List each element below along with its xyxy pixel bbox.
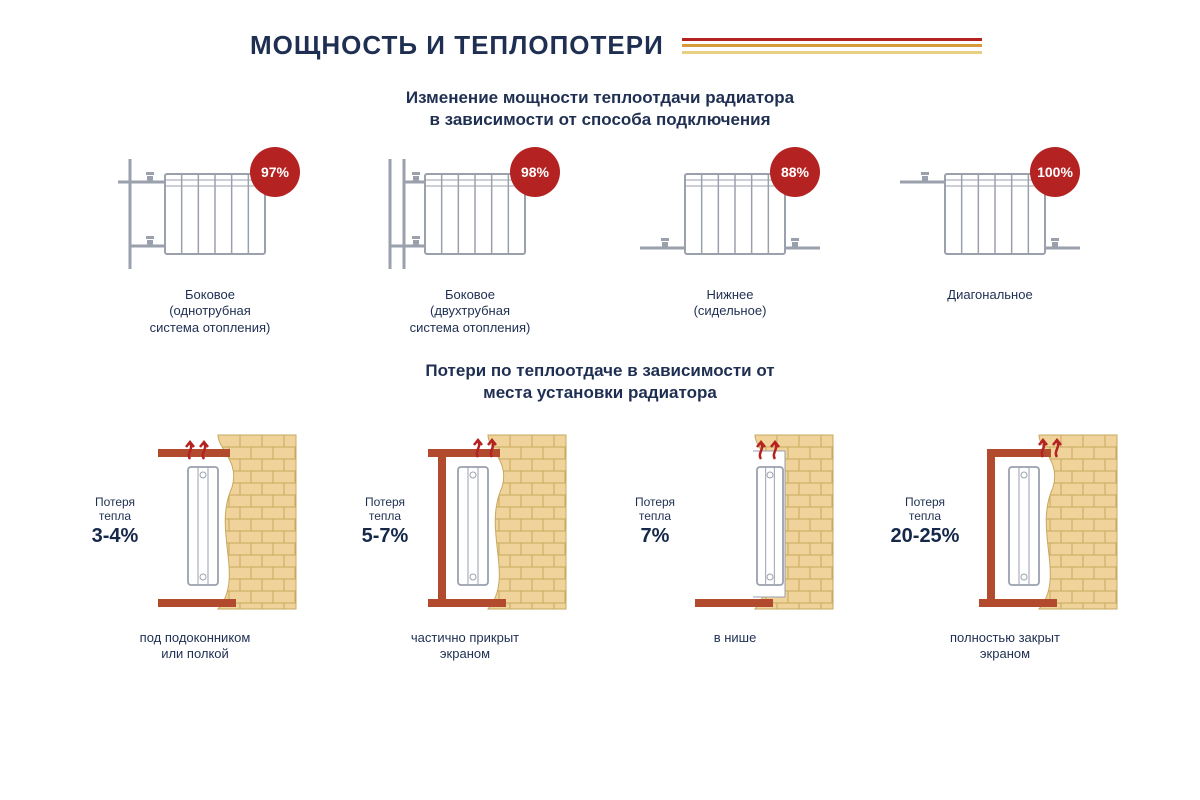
connection-cell: 97% Боковое(однотрубнаясистема отопления…: [100, 149, 320, 336]
connection-caption: Боковое(однотрубнаясистема отопления): [100, 287, 320, 336]
header: МОЩНОСТЬ И ТЕПЛОПОТЕРИ: [50, 30, 1150, 61]
heat-loss-value: 3-4%: [92, 525, 139, 548]
radiator-diagram: 98%: [360, 149, 580, 279]
radiator-diagram: 88%: [620, 149, 840, 279]
efficiency-badge: 98%: [510, 147, 560, 197]
connection-cell: 100% Диагональное: [880, 149, 1100, 336]
heat-loss-value: 7%: [635, 525, 675, 548]
connection-cell: 88% Нижнее(сидельное): [620, 149, 840, 336]
efficiency-badge: 88%: [770, 147, 820, 197]
connection-row: 97% Боковое(однотрубнаясистема отопления…: [50, 149, 1150, 336]
placement-cell: Потерятепла 20-25% полностью закрытэкран…: [890, 422, 1120, 663]
placement-diagram: Потерятепла 5-7%: [350, 422, 580, 622]
radiator-diagram: 97%: [100, 149, 320, 279]
efficiency-badge: 97%: [250, 147, 300, 197]
placement-diagram: Потерятепла 20-25%: [890, 422, 1120, 622]
connection-caption: Диагональное: [880, 287, 1100, 303]
connection-caption: Боковое(двухтрубнаясистема отопления): [360, 287, 580, 336]
section1-subtitle: Изменение мощности теплоотдачи радиатора…: [50, 87, 1150, 131]
page-title: МОЩНОСТЬ И ТЕПЛОПОТЕРИ: [250, 30, 664, 61]
placement-caption: под подоконникомили полкой: [80, 630, 310, 663]
connection-cell: 98% Боковое(двухтрубнаясистема отопления…: [360, 149, 580, 336]
placement-cell: Потерятепла 5-7% частично прикрытэкраном: [350, 422, 580, 663]
placement-row: Потерятепла 3-4% под подоконникомили пол…: [50, 422, 1150, 663]
heat-loss-label: Потерятепла 20-25%: [891, 496, 960, 549]
heat-loss-value: 20-25%: [891, 525, 960, 548]
decorative-stripes: [682, 38, 982, 54]
placement-caption: полностью закрытэкраном: [890, 630, 1120, 663]
connection-caption: Нижнее(сидельное): [620, 287, 840, 320]
section2-subtitle: Потери по теплоотдаче в зависимости отме…: [50, 360, 1150, 404]
placement-caption: частично прикрытэкраном: [350, 630, 580, 663]
heat-loss-label: Потерятепла 3-4%: [92, 496, 139, 549]
heat-loss-label: Потерятепла 5-7%: [362, 496, 409, 549]
heat-loss-label: Потерятепла 7%: [635, 496, 675, 549]
placement-diagram: Потерятепла 7%: [620, 422, 850, 622]
efficiency-badge: 100%: [1030, 147, 1080, 197]
placement-cell: Потерятепла 7% в нише: [620, 422, 850, 663]
placement-caption: в нише: [620, 630, 850, 646]
placement-diagram: Потерятепла 3-4%: [80, 422, 310, 622]
radiator-diagram: 100%: [880, 149, 1100, 279]
placement-cell: Потерятепла 3-4% под подоконникомили пол…: [80, 422, 310, 663]
heat-loss-value: 5-7%: [362, 525, 409, 548]
